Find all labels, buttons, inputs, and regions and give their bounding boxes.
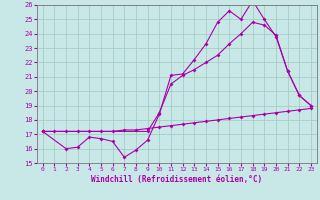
X-axis label: Windchill (Refroidissement éolien,°C): Windchill (Refroidissement éolien,°C): [91, 175, 262, 184]
